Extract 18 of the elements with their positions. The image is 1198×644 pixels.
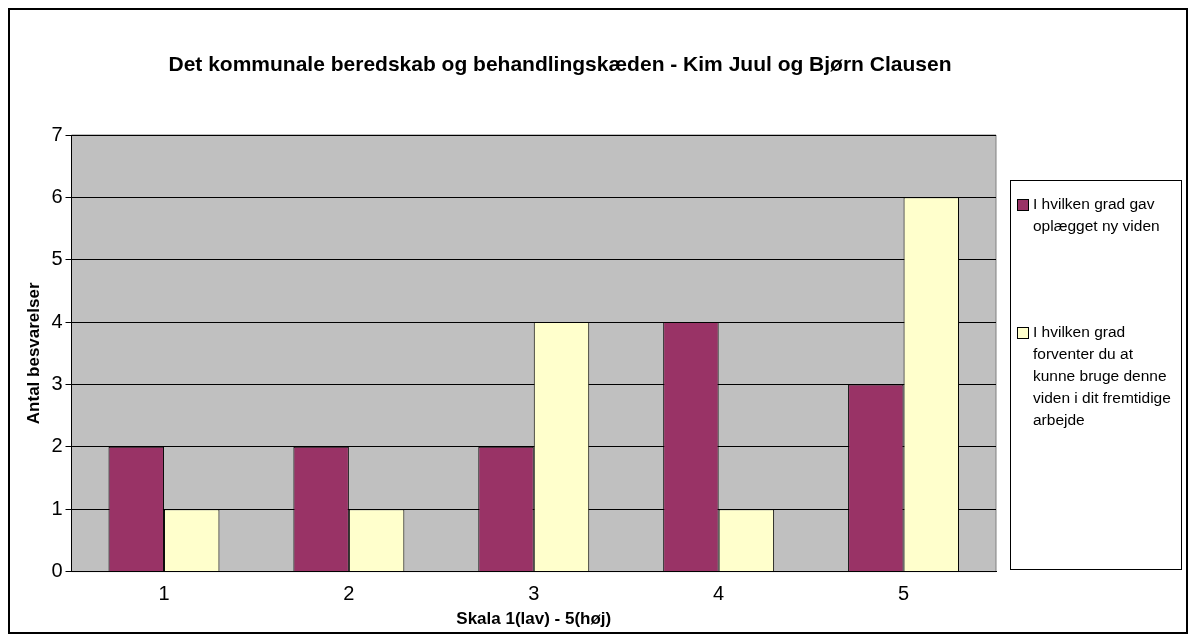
- y-tick-label: 3: [51, 372, 63, 394]
- y-tick-label: 5: [51, 247, 63, 270]
- x-tick-label: 1: [158, 582, 170, 605]
- y-tick-label: 0: [51, 559, 63, 582]
- x-tick-label: 2: [343, 582, 355, 605]
- y-tick-label: 6: [51, 184, 63, 207]
- y-tick-label: 2: [51, 434, 63, 457]
- x-tick-label: 3: [528, 582, 540, 605]
- y-axis-title: Antal besvarelser: [23, 282, 43, 425]
- legend-label: I hvilken grad gav oplægget ny viden: [1033, 194, 1161, 236]
- x-tick-label: 5: [897, 582, 910, 605]
- y-tick-label: 4: [51, 309, 63, 332]
- x-tick-label: 4: [713, 582, 725, 605]
- legend-label: I hvilken grad forventer du at kunne bruge denne viden i dit fremtidige arbejde: [1033, 322, 1172, 430]
- y-tick-label: 7: [51, 122, 63, 145]
- chart-title: Det kommunale beredskab og behandlingskæden - Kim Juul og Bjørn Clausen: [167, 51, 953, 77]
- y-tick-label: 1: [51, 496, 63, 519]
- x-axis-title: Skala 1(lav) - 5(høj): [456, 609, 612, 629]
